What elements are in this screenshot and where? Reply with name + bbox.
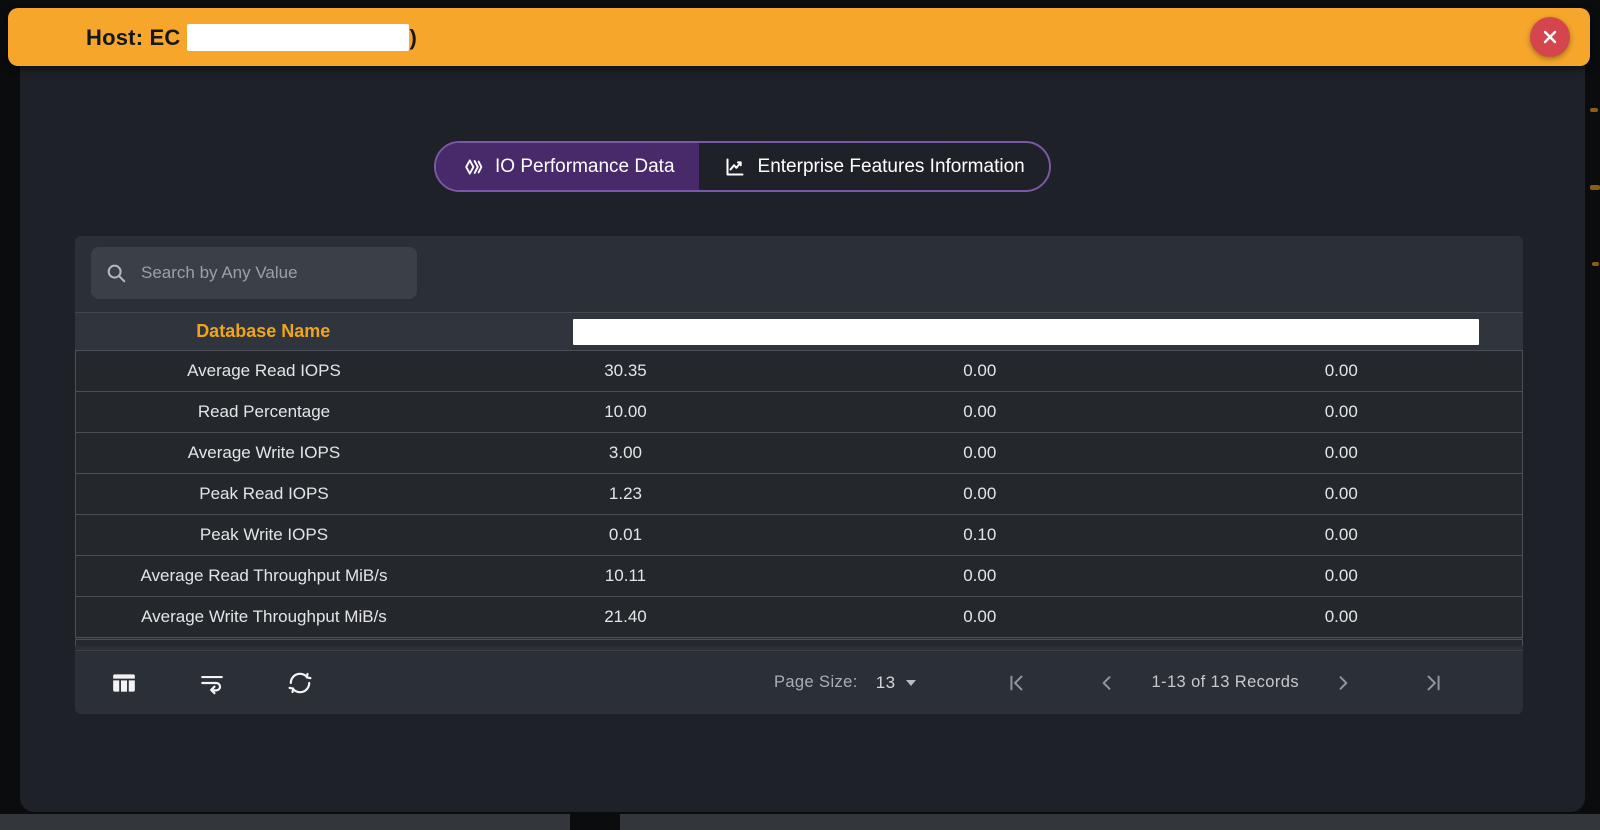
cell-value: 30.35 xyxy=(604,361,647,380)
table-row[interactable]: Average Write Throughput MiB/s 21.40 0.0… xyxy=(75,596,1523,638)
table-body: Average Read IOPS 30.35 0.00 0.00 Read P… xyxy=(75,350,1523,646)
redacted-host-name xyxy=(186,23,409,51)
row-label: Average Write Throughput MiB/s xyxy=(141,607,387,626)
table-row[interactable]: Peak Read IOPS 1.23 0.00 0.00 xyxy=(75,473,1523,515)
last-page-button[interactable] xyxy=(1423,672,1445,694)
cell-value: 1.23 xyxy=(608,484,643,503)
prev-page-button[interactable] xyxy=(1097,673,1117,693)
database-name-header: Database Name xyxy=(196,321,331,341)
row-label: Peak Write IOPS xyxy=(199,525,329,544)
tab-label: Enterprise Features Information xyxy=(757,155,1025,177)
tab-enterprise-features-information[interactable]: Enterprise Features Information xyxy=(699,143,1049,190)
row-label: Average Write IOPS xyxy=(187,443,341,462)
cell-value: 0.10 xyxy=(963,525,997,544)
table-header-row: Database Name xyxy=(75,312,1523,351)
background-page-strip xyxy=(0,814,1600,830)
cell-value: 0.01 xyxy=(608,525,643,544)
cell-value: 0.00 xyxy=(1324,484,1358,503)
table-row[interactable]: Average Write IOPS 3.00 0.00 0.00 xyxy=(75,432,1523,474)
table-toolbar xyxy=(111,670,313,696)
cell-value: 0.00 xyxy=(963,566,997,585)
background-remnant xyxy=(1592,262,1599,266)
chevron-down-icon xyxy=(906,679,917,686)
pagination: Page Size: 13 xyxy=(774,672,1445,694)
cell-value: 0.00 xyxy=(1324,607,1358,626)
page-size-value: 13 xyxy=(875,672,896,692)
io-performance-table-panel: Database Name Average Read IOPS 30.35 0.… xyxy=(75,236,1523,714)
cell-value: 0.00 xyxy=(963,484,997,503)
records-range-label: 1-13 of 13 Records xyxy=(1151,673,1299,691)
search-input[interactable] xyxy=(139,262,403,284)
table-footer: Page Size: 13 xyxy=(75,650,1523,714)
table-columns-icon[interactable] xyxy=(111,670,137,696)
tab-io-performance-data[interactable]: IO Performance Data xyxy=(436,143,699,190)
row-label: Peak Read IOPS xyxy=(199,484,329,503)
tab-label: IO Performance Data xyxy=(495,155,675,177)
cell-value: 10.11 xyxy=(604,566,647,585)
background-page-notch xyxy=(570,814,620,830)
clipped-table-row xyxy=(75,639,1523,646)
cell-value: 0.00 xyxy=(963,402,997,421)
last-page-icon xyxy=(1427,675,1440,690)
refresh-icon[interactable] xyxy=(287,670,313,696)
cell-value: 0.00 xyxy=(963,607,997,626)
host-title-suffix: ) xyxy=(409,24,418,50)
background-remnant xyxy=(1590,185,1600,190)
next-page-icon xyxy=(1339,675,1348,690)
table-row[interactable]: Average Read Throughput MiB/s 10.11 0.00… xyxy=(75,555,1523,597)
close-button[interactable] xyxy=(1530,17,1570,57)
redacted-database-names xyxy=(573,319,1479,345)
search-box[interactable] xyxy=(91,247,417,299)
search-icon xyxy=(107,264,126,283)
table-row[interactable]: Peak Write IOPS 0.01 0.10 0.00 xyxy=(75,514,1523,556)
page-size-dropdown[interactable] xyxy=(905,679,917,687)
hive-diamond-icon xyxy=(460,155,484,179)
wrap-text-icon[interactable] xyxy=(199,670,225,696)
prev-page-icon xyxy=(1103,675,1111,690)
table-row[interactable]: Average Read IOPS 30.35 0.00 0.00 xyxy=(75,350,1523,392)
cell-value: 0.00 xyxy=(963,361,997,380)
close-icon xyxy=(1543,30,1557,44)
cell-value: 0.00 xyxy=(1324,525,1358,544)
cell-value: 10.00 xyxy=(604,402,647,421)
cell-value: 0.00 xyxy=(963,443,997,462)
cell-value: 0.00 xyxy=(1324,443,1358,462)
row-label: Read Percentage xyxy=(197,402,331,421)
first-page-button[interactable] xyxy=(1005,672,1027,694)
first-page-icon xyxy=(1010,675,1023,690)
host-title-prefix: Host: EC xyxy=(86,24,181,50)
modal-title-bar: Host: EC) xyxy=(8,8,1590,66)
cell-value: 21.40 xyxy=(604,607,647,626)
row-label: Average Read IOPS xyxy=(187,361,341,380)
tab-group: IO Performance Data Enterprise Features … xyxy=(434,141,1051,192)
table-row[interactable]: Read Percentage 10.00 0.00 0.00 xyxy=(75,391,1523,433)
cell-value: 0.00 xyxy=(1324,566,1358,585)
cell-value: 3.00 xyxy=(608,443,643,462)
modal-title: Host: EC) xyxy=(86,23,418,51)
background-remnant xyxy=(1590,108,1598,112)
cell-value: 0.00 xyxy=(1324,402,1358,421)
cell-value: 0.00 xyxy=(1324,361,1358,380)
line-chart-icon xyxy=(723,155,747,179)
next-page-button[interactable] xyxy=(1333,673,1353,693)
page-size-label: Page Size: xyxy=(773,673,858,691)
row-label: Average Read Throughput MiB/s xyxy=(140,566,388,585)
